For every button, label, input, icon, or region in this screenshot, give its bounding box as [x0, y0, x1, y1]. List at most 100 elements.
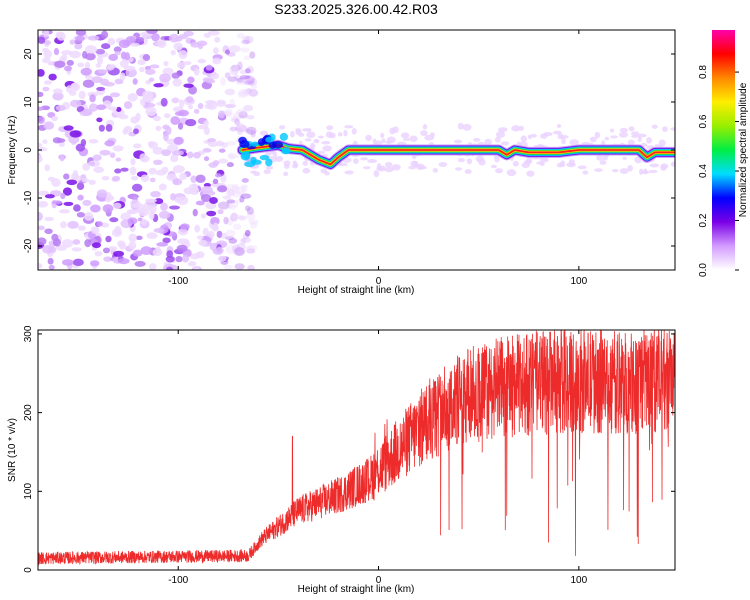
- spectrogram-faint-blob: [290, 130, 295, 138]
- spectrogram-noise-blob: [198, 239, 208, 246]
- spectrogram-noise-blob: [152, 248, 163, 257]
- spectrogram-noise-blob: [240, 184, 248, 189]
- spectrogram-noise-blob: [63, 173, 70, 180]
- spectrogram-noise-blob: [170, 154, 179, 163]
- spectrogram-noise-blob: [207, 141, 219, 147]
- spectrogram-faint-blob: [422, 124, 428, 130]
- spectrogram-noise-blob: [225, 202, 234, 209]
- spectrogram-noise-blob: [67, 220, 79, 229]
- spectrogram-noise-blob: [235, 80, 246, 86]
- spectrogram-noise-blob: [220, 77, 226, 86]
- spectrogram-noise-blob: [47, 257, 54, 265]
- spectrogram-noise-blob: [187, 261, 197, 267]
- spectrogram-faint-blob: [552, 130, 562, 135]
- spectrogram-noise-blob: [233, 74, 239, 80]
- spectrogram-faint-blob: [322, 145, 332, 152]
- spectrogram-faint-blob: [302, 160, 308, 166]
- spectrogram-noise-blob: [87, 35, 100, 41]
- spectrogram-noise-blob: [63, 201, 74, 207]
- spectrogram-noise-blob: [101, 176, 110, 181]
- spectrogram-noise-blob: [78, 90, 86, 100]
- spectrogram-noise-blob: [114, 78, 124, 85]
- spectrogram-faint-blob: [637, 136, 642, 143]
- spectrogram-faint-blob: [400, 132, 410, 139]
- spectrogram-faint-blob: [391, 164, 401, 171]
- colorbar-gradient: [712, 30, 735, 270]
- spectrogram-noise-blob: [243, 104, 254, 112]
- spectrogram-noise-blob: [207, 30, 220, 36]
- spectrogram-noise-blob: [205, 79, 216, 84]
- spectrogram-noise-blob: [230, 64, 241, 72]
- spectrogram-noise-blob: [158, 210, 171, 219]
- spectrogram-noise-blob: [188, 183, 199, 191]
- spectrogram-noise-blob: [153, 83, 164, 88]
- spectrogram-noise-blob: [66, 59, 74, 66]
- spectrogram-noise-blob: [228, 67, 236, 73]
- spectrogram-noise-blob: [197, 102, 204, 110]
- spectrogram-faint-blob: [539, 161, 545, 167]
- spectrogram-noise-blob: [248, 219, 259, 225]
- spectrogram-noise-blob: [178, 50, 188, 59]
- spectrogram-noise-blob: [47, 61, 54, 66]
- spectrogram-noise-blob: [145, 106, 157, 116]
- spectrogram-noise-blob: [195, 200, 205, 206]
- spectrogram-noise-blob: [183, 83, 194, 88]
- spectrogram-noise-blob: [194, 224, 201, 233]
- spectrogram-noise-blob: [162, 237, 171, 244]
- spectrogram-noise-blob: [187, 151, 194, 159]
- spectrogram-noise-blob: [59, 154, 65, 162]
- spectrogram-noise-blob: [195, 251, 205, 259]
- spectrogram-noise-blob: [235, 124, 248, 133]
- spectrogram-noise-blob: [77, 194, 84, 201]
- spectrogram-noise-blob: [75, 143, 86, 152]
- spectrogram-faint-blob: [618, 131, 629, 138]
- spectrogram-faint-blob: [520, 135, 527, 143]
- spectrogram-noise-blob: [93, 166, 105, 173]
- spectrogram-noise-blob: [171, 150, 184, 156]
- spectrogram-faint-blob: [631, 134, 639, 138]
- spectrogram-y-tick-label: 0: [23, 147, 34, 153]
- spectrogram-noise-blob: [246, 206, 254, 215]
- spectrogram-noise-blob: [82, 163, 91, 171]
- figure-title: S233.2025.326.00.42.R03: [274, 1, 438, 17]
- spectrogram-noise-blob: [221, 142, 228, 148]
- spectrogram-noise-blob: [245, 88, 253, 94]
- spectrogram-noise-blob: [209, 72, 220, 80]
- spectrogram-noise-blob: [216, 246, 224, 255]
- spectrogram-noise-blob: [84, 212, 94, 221]
- spectrogram-faint-blob: [453, 139, 463, 144]
- spectrogram-faint-blob: [380, 132, 385, 139]
- spectrogram-noise-blob: [232, 246, 244, 256]
- spectrogram-faint-blob: [298, 132, 305, 137]
- spectrogram-noise-blob: [44, 194, 55, 199]
- spectrogram-y-tick-label: 10: [23, 96, 34, 108]
- spectrogram-noise-blob: [132, 249, 143, 257]
- spectrogram-noise-blob: [41, 47, 49, 53]
- spectrogram-noise-blob: [120, 212, 132, 221]
- spectrogram-signal-blob: [251, 141, 259, 147]
- spectrogram-noise-blob: [250, 130, 256, 138]
- spectrogram-noise-blob: [205, 64, 213, 71]
- spectrogram-noise-blob: [43, 121, 55, 130]
- spectrogram-noise-blob: [52, 88, 63, 94]
- spectrogram-noise-blob: [153, 227, 165, 233]
- spectrogram-noise-blob: [162, 81, 170, 86]
- spectrogram-noise-blob: [63, 125, 74, 131]
- spectrogram-noise-blob: [91, 242, 102, 249]
- spectrogram-noise-blob: [148, 263, 157, 270]
- spectrogram-noise-blob: [54, 60, 66, 68]
- spectrogram-noise-blob: [127, 93, 138, 102]
- spectrogram-noise-blob: [204, 100, 217, 105]
- spectrogram-noise-blob: [246, 78, 255, 84]
- spectrogram-noise-blob: [242, 232, 250, 240]
- spectrogram-y-tick-label: -10: [23, 190, 34, 205]
- spectrogram-noise-blob: [64, 65, 72, 72]
- spectrogram-noise-blob: [225, 184, 235, 191]
- spectrogram-faint-blob: [648, 169, 658, 174]
- spectrogram-noise-blob: [173, 136, 184, 145]
- spectrogram-noise-blob: [188, 85, 197, 95]
- spectrogram-noise-blob: [42, 57, 51, 64]
- spectrogram-noise-blob: [135, 36, 144, 43]
- spectrogram-noise-blob: [224, 103, 237, 109]
- spectrogram-faint-blob: [577, 165, 587, 170]
